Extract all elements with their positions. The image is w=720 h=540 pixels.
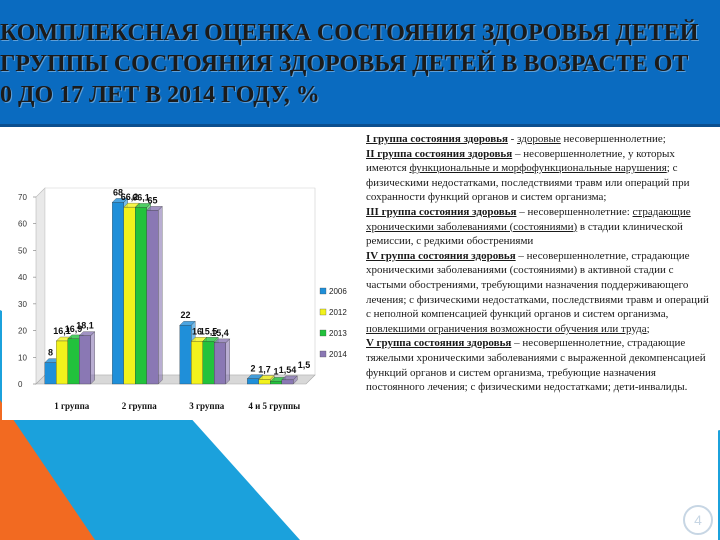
data-label: 16,9 — [65, 324, 83, 334]
data-label: 18,1 — [76, 321, 94, 331]
data-label: 66,1 — [132, 192, 150, 202]
group-3-text-a: – несовершеннолетние: — [516, 205, 633, 218]
group-2-text-a: – несовершеннолетние, у которых имеются — [366, 147, 675, 175]
page-title: КОМПЛЕКСНАЯ ОЦЕНКА СОСТОЯНИЯ ЗДОРОВЬЯ ДЕ… — [0, 20, 699, 108]
bar — [247, 378, 259, 385]
legend-label: 2014 — [329, 350, 347, 359]
data-label: 16,1 — [53, 326, 71, 336]
bar — [67, 338, 80, 385]
group-4-link[interactable]: повлекшими ограничения возможности обуче… — [366, 322, 647, 335]
group-1-paragraph: I группа состояния здоровья - здоровые н… — [366, 132, 712, 147]
category-label: 4 и 5 группы — [248, 401, 300, 411]
bar-side — [225, 338, 230, 385]
group-5-paragraph: V группа состояния здоровья – несовершен… — [366, 336, 712, 394]
legend-label: 2006 — [329, 287, 347, 296]
group-5-heading: V группа состояния здоровья — [366, 337, 512, 350]
bar — [191, 341, 203, 385]
orange-triangle-shape — [0, 400, 95, 540]
data-label: 65 — [147, 195, 157, 205]
y-tick-label: 40 — [18, 273, 27, 282]
group-3-paragraph: III группа состояния здоровья – несоверш… — [366, 205, 712, 249]
data-label-extra: 1,5 — [298, 360, 311, 370]
y-tick-label: 10 — [18, 353, 27, 362]
group-4-text-a: – несовершеннолетние, страдающие хрониче… — [366, 249, 709, 321]
legend-swatch — [319, 287, 327, 295]
bar — [146, 210, 159, 385]
group-4-text-b: ; — [646, 322, 650, 335]
bar — [258, 379, 271, 385]
bar — [79, 335, 91, 385]
group-1-link[interactable]: здоровые — [517, 133, 561, 145]
bar — [135, 207, 147, 385]
data-label: 66,2 — [121, 192, 139, 202]
group-3-text-b: в стадии клинической ремиссии, с редкими… — [366, 220, 683, 248]
bar — [112, 202, 124, 385]
group-4-heading: IV группа состояния здоровья — [366, 249, 516, 262]
bar-side — [90, 331, 95, 385]
y-tick-label: 70 — [18, 193, 27, 202]
y-tick-label: 50 — [18, 246, 27, 255]
category-label: 3 группа — [189, 401, 225, 411]
data-label: 15,4 — [211, 328, 229, 338]
legend-swatch — [319, 350, 327, 358]
data-label: 68 — [113, 187, 123, 197]
bar — [56, 340, 68, 385]
data-label: 1 — [273, 366, 278, 376]
data-label: 22 — [180, 310, 190, 320]
group-2-heading: II группа состояния здоровья — [366, 147, 513, 160]
chart-container: 0 10 20 30 40 50 60 70 8 16,1 16,9 18,1 1 группа 68 66… — [2, 172, 354, 420]
bar — [202, 341, 215, 385]
y-tick-label: 20 — [18, 327, 27, 336]
y-tick-label: 0 — [18, 380, 23, 389]
bar-side — [158, 205, 163, 385]
group-3-heading: III группа состояния здоровья — [366, 205, 517, 218]
bar — [179, 325, 192, 385]
page-number-badge: 4 — [683, 505, 713, 535]
group-1-heading: I группа состояния здоровья — [366, 133, 508, 145]
data-label: 16 — [192, 326, 202, 336]
y-tick-label: 60 — [18, 220, 27, 229]
group-5-text: – несовершеннолетние, страдающие тяжелым… — [366, 337, 706, 394]
group-4-paragraph: IV группа состояния здоровья – несоверше… — [366, 249, 712, 337]
group-2-paragraph: II группа состояния здоровья – несоверше… — [366, 147, 712, 205]
bar — [214, 342, 226, 385]
data-label: 8 — [48, 348, 53, 358]
group-3-link[interactable]: страдающие хроническими заболеваниями (с… — [366, 205, 691, 233]
title-bar: КОМПЛЕКСНАЯ ОЦЕНКА СОСТОЯНИЯ ЗДОРОВЬЯ ДЕ… — [0, 0, 720, 127]
group-1-text: несовершеннолетние; — [560, 133, 666, 145]
legend-label: 2013 — [329, 329, 347, 338]
bar — [281, 379, 294, 385]
y-tick-label: 30 — [18, 300, 27, 309]
data-label: 1,7 — [258, 364, 271, 374]
data-label: 15,5 — [200, 326, 218, 336]
legend-swatch — [319, 308, 327, 316]
health-groups-description: I группа состояния здоровья - здоровые н… — [360, 128, 718, 540]
chart-side-wall — [35, 187, 46, 385]
legend-label: 2012 — [329, 308, 347, 317]
group-2-text-b: ; с физическими недостатками, последстви… — [366, 162, 690, 204]
data-label: 2 — [250, 364, 255, 374]
group-1-separator: - — [507, 133, 518, 145]
legend-swatch — [319, 329, 327, 337]
data-label: 1,54 — [279, 365, 297, 375]
bar — [123, 207, 136, 385]
group-2-link[interactable]: функциональные и морфофункциональные нар… — [409, 162, 667, 175]
category-label: 1 группа — [54, 401, 90, 411]
bar — [44, 362, 57, 385]
category-label: 2 группа — [122, 401, 158, 411]
bar — [270, 381, 282, 385]
